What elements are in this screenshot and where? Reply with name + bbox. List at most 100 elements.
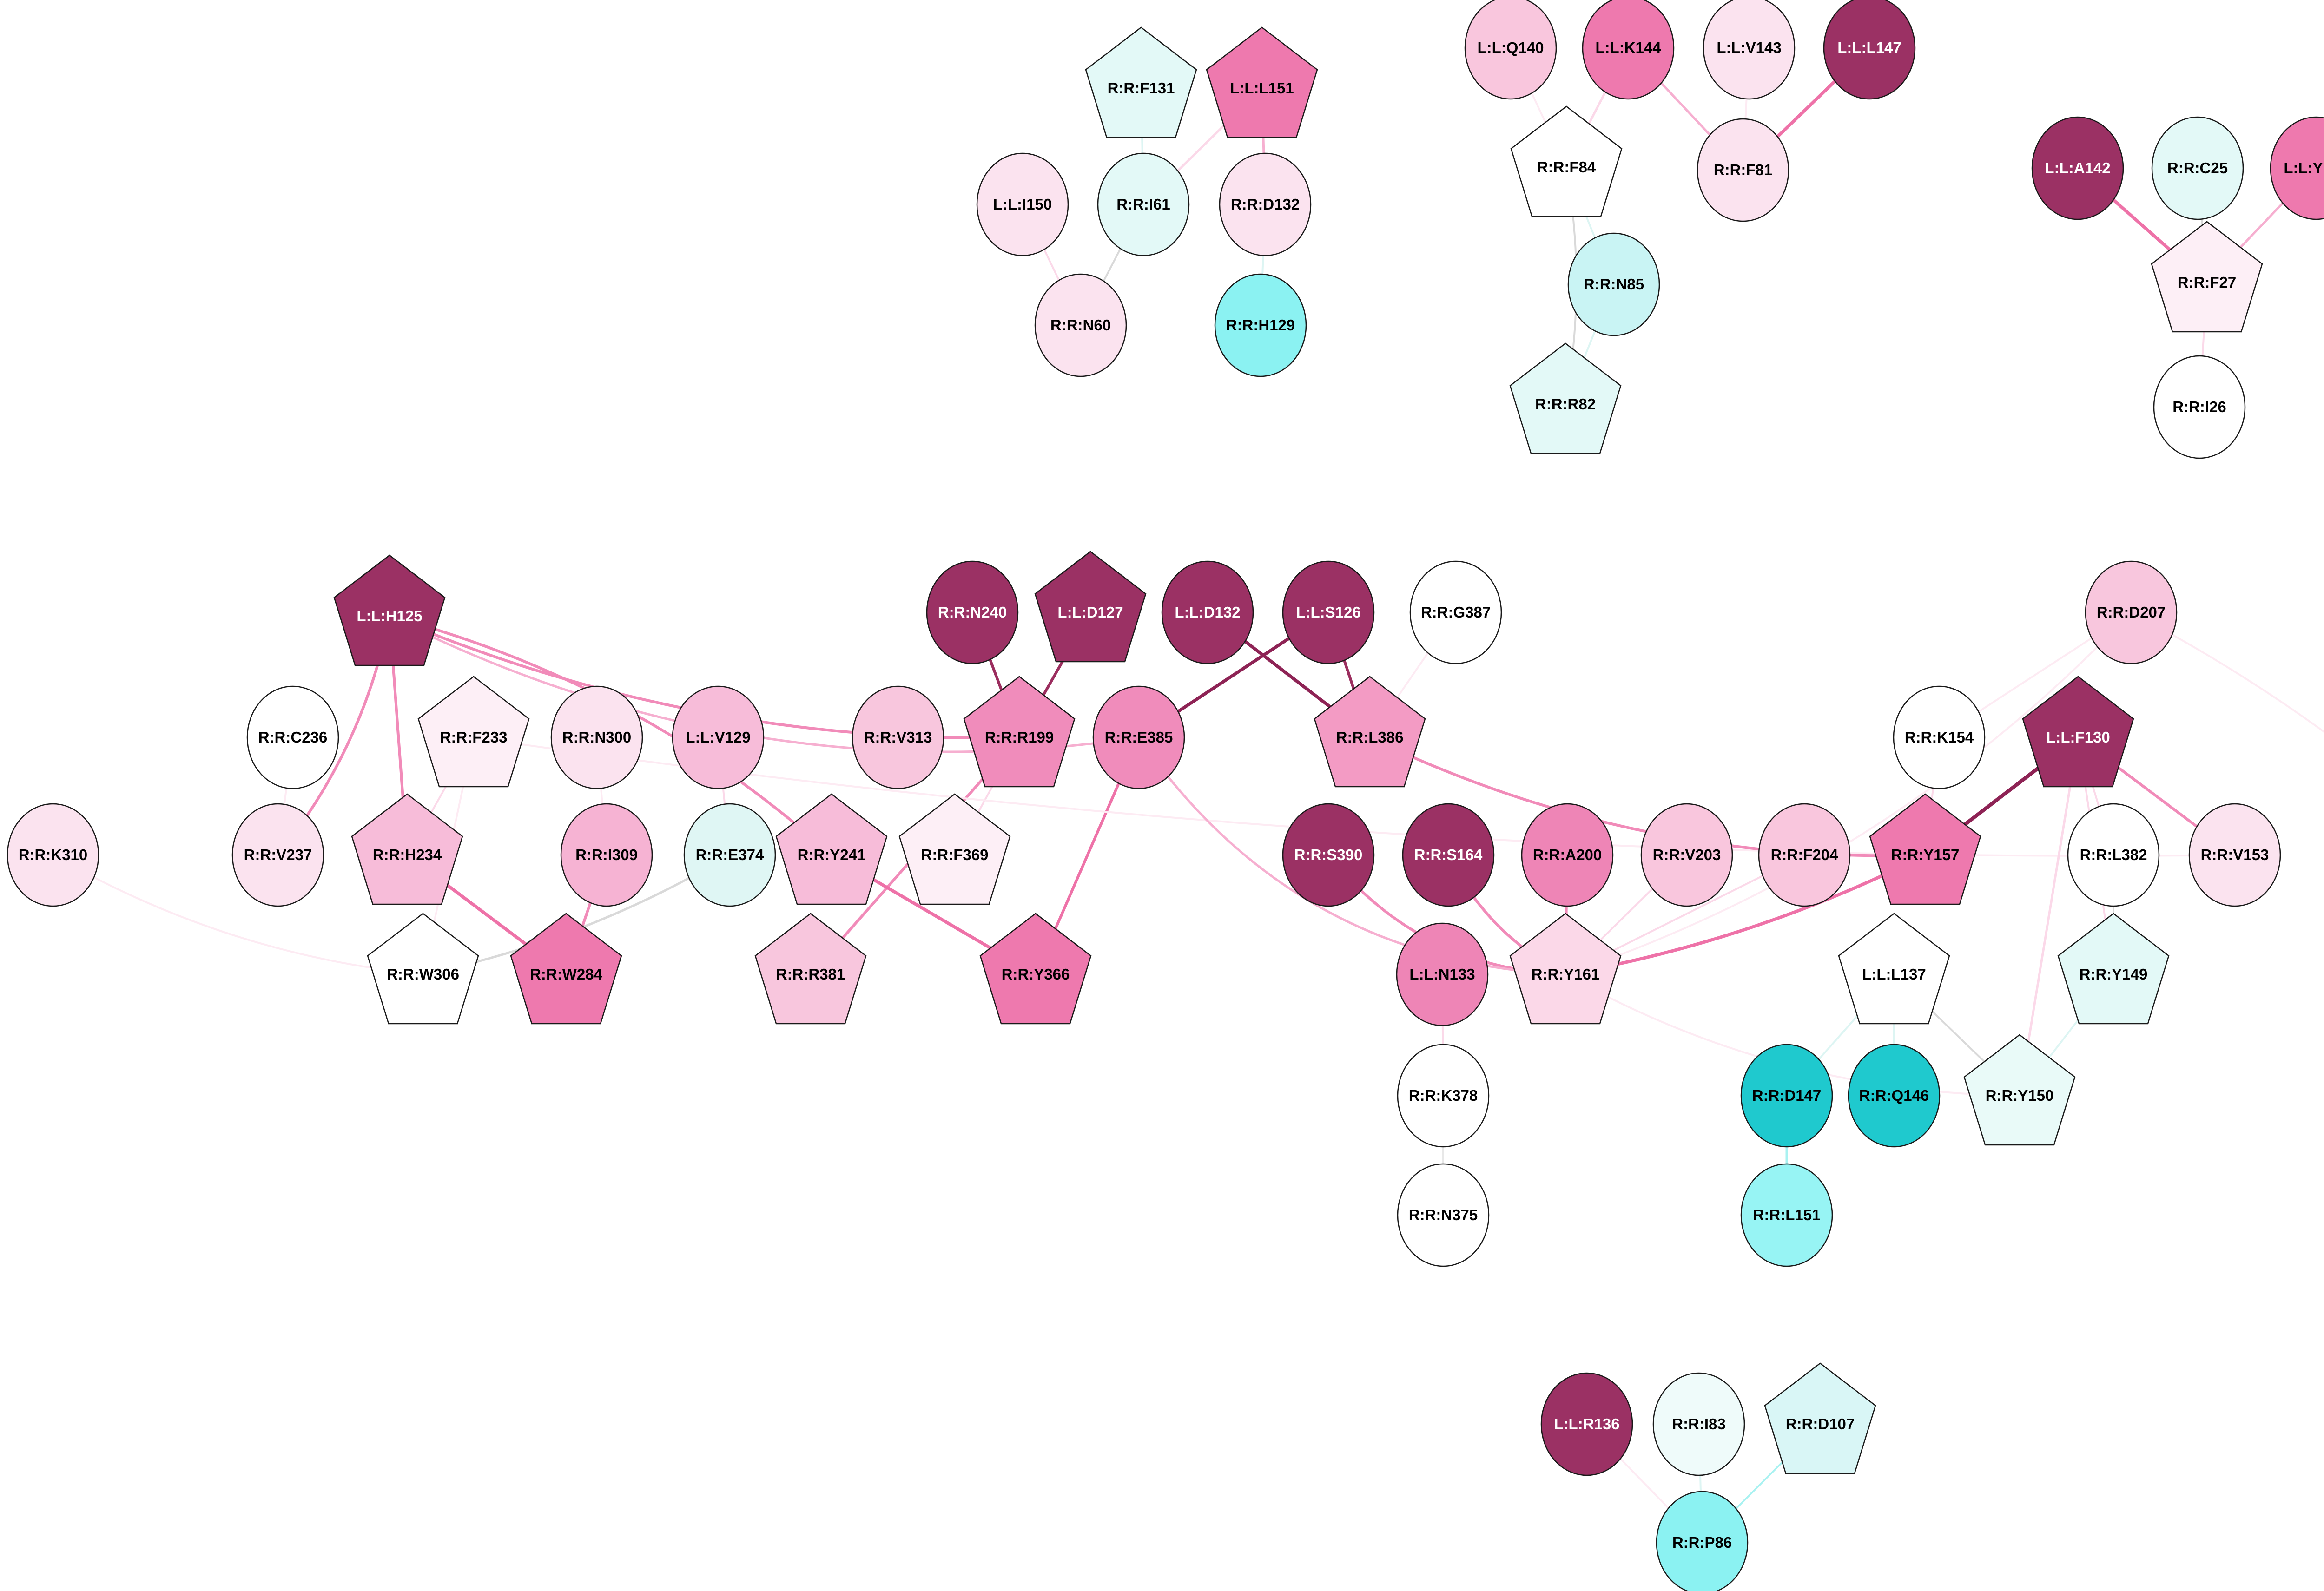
node-r-r-y149[interactable]: R:R:Y149	[2057, 913, 2170, 1025]
node-r-r-k154[interactable]: R:R:K154	[1893, 685, 1986, 789]
pentagon-node-icon	[1509, 342, 1622, 454]
pentagon-node-icon	[417, 676, 530, 788]
ellipse-node-icon	[246, 685, 339, 789]
node-l-l-i150[interactable]: L:L:I150	[976, 152, 1069, 256]
edge-r-r-d207--r-r-y161	[1565, 611, 2132, 975]
ellipse-node-icon	[1740, 1163, 1833, 1267]
node-r-r-d132[interactable]: R:R:D132	[1219, 152, 1312, 256]
node-r-r-l386[interactable]: R:R:L386	[1314, 676, 1426, 788]
node-r-r-v237[interactable]: R:R:V237	[231, 803, 324, 907]
node-r-r-i309[interactable]: R:R:I309	[560, 803, 653, 907]
node-r-r-e374[interactable]: R:R:E374	[683, 803, 776, 907]
node-l-l-v143[interactable]: L:L:V143	[1703, 0, 1796, 100]
node-r-r-n60[interactable]: R:R:N60	[1034, 273, 1127, 377]
ellipse-node-icon	[2085, 560, 2178, 664]
node-r-r-r199[interactable]: R:R:R199	[963, 676, 1076, 788]
node-l-l-s126[interactable]: L:L:S126	[1282, 560, 1375, 664]
node-r-r-y366[interactable]: R:R:Y366	[979, 913, 1092, 1025]
node-r-r-l151[interactable]: R:R:L151	[1740, 1163, 1833, 1267]
node-r-r-a200[interactable]: R:R:A200	[1521, 803, 1614, 907]
ellipse-node-icon	[1097, 152, 1190, 256]
node-r-r-d207[interactable]: R:R:D207	[2085, 560, 2178, 664]
node-r-r-q146[interactable]: R:R:Q146	[1848, 1044, 1941, 1148]
node-l-l-d132[interactable]: L:L:D132	[1161, 560, 1254, 664]
node-r-r-s164[interactable]: R:R:S164	[1402, 803, 1495, 907]
pentagon-node-icon	[351, 793, 463, 905]
node-r-r-w284[interactable]: R:R:W284	[510, 913, 622, 1025]
pentagon-node-icon	[979, 913, 1092, 1025]
ellipse-node-icon	[231, 803, 324, 907]
node-r-r-y157[interactable]: R:R:Y157	[1869, 793, 1981, 905]
node-l-l-d127[interactable]: L:L:D127	[1034, 551, 1147, 663]
ellipse-node-icon	[1740, 1044, 1833, 1148]
node-r-r-y241[interactable]: R:R:Y241	[775, 793, 888, 905]
ellipse-node-icon	[1823, 0, 1916, 100]
ellipse-node-icon	[1893, 685, 1986, 789]
node-l-l-q140[interactable]: L:L:Q140	[1464, 0, 1557, 100]
pentagon-node-icon	[754, 913, 867, 1025]
node-r-r-f81[interactable]: R:R:F81	[1697, 118, 1789, 222]
node-l-l-v129[interactable]: L:L:V129	[672, 685, 765, 789]
node-r-r-l382[interactable]: R:R:L382	[2067, 803, 2160, 907]
ellipse-node-icon	[1397, 1163, 1490, 1267]
node-r-r-c236[interactable]: R:R:C236	[246, 685, 339, 789]
pentagon-node-icon	[1869, 793, 1981, 905]
node-l-l-l151[interactable]: L:L:L151	[1206, 26, 1318, 138]
node-r-r-p86[interactable]: R:R:P86	[1656, 1491, 1749, 1591]
node-r-r-k378[interactable]: R:R:K378	[1397, 1044, 1490, 1148]
ellipse-node-icon	[683, 803, 776, 907]
node-r-r-y150[interactable]: R:R:Y150	[1963, 1034, 2076, 1146]
ellipse-node-icon	[852, 685, 944, 789]
node-r-r-n300[interactable]: R:R:N300	[550, 685, 643, 789]
node-l-l-y146[interactable]: L:L:Y146	[2270, 116, 2324, 220]
pentagon-node-icon	[1963, 1034, 2076, 1146]
node-l-l-f130[interactable]: L:L:F130	[2022, 676, 2134, 788]
node-r-r-s390[interactable]: R:R:S390	[1282, 803, 1375, 907]
pentagon-node-icon	[1764, 1362, 1876, 1474]
node-r-r-f204[interactable]: R:R:F204	[1758, 803, 1851, 907]
pentagon-node-icon	[1206, 26, 1318, 138]
node-r-r-w306[interactable]: R:R:W306	[367, 913, 479, 1025]
node-r-r-f84[interactable]: R:R:F84	[1510, 105, 1623, 217]
node-r-r-v313[interactable]: R:R:V313	[852, 685, 944, 789]
node-r-r-i26[interactable]: R:R:I26	[2153, 355, 2246, 459]
node-r-r-n85[interactable]: R:R:N85	[1567, 232, 1660, 336]
pentagon-node-icon	[1838, 913, 1950, 1025]
node-r-r-f233[interactable]: R:R:F233	[417, 676, 530, 788]
node-r-r-i61[interactable]: R:R:I61	[1097, 152, 1190, 256]
ellipse-node-icon	[1092, 685, 1185, 789]
node-r-r-f27[interactable]: R:R:F27	[2151, 221, 2263, 333]
node-r-r-d107[interactable]: R:R:D107	[1764, 1362, 1876, 1474]
node-r-r-y161[interactable]: R:R:Y161	[1509, 913, 1622, 1025]
node-r-r-f131[interactable]: R:R:F131	[1085, 26, 1197, 138]
node-l-l-l137[interactable]: L:L:L137	[1838, 913, 1950, 1025]
node-r-r-h234[interactable]: R:R:H234	[351, 793, 463, 905]
node-r-r-i83[interactable]: R:R:I83	[1652, 1372, 1745, 1476]
node-r-r-n375[interactable]: R:R:N375	[1397, 1163, 1490, 1267]
pentagon-node-icon	[2057, 913, 2170, 1025]
ellipse-node-icon	[2188, 803, 2281, 907]
ellipse-node-icon	[2151, 116, 2244, 220]
node-r-r-v153[interactable]: R:R:V153	[2188, 803, 2281, 907]
node-l-l-k144[interactable]: L:L:K144	[1582, 0, 1675, 100]
node-r-r-k310[interactable]: R:R:K310	[7, 803, 99, 907]
node-r-r-r82[interactable]: R:R:R82	[1509, 342, 1622, 454]
node-r-r-g387[interactable]: R:R:G387	[1409, 560, 1502, 664]
node-r-r-d147[interactable]: R:R:D147	[1740, 1044, 1833, 1148]
node-r-r-h129[interactable]: R:R:H129	[1214, 273, 1307, 377]
node-r-r-c25[interactable]: R:R:C25	[2151, 116, 2244, 220]
ellipse-node-icon	[560, 803, 653, 907]
node-r-r-v203[interactable]: R:R:V203	[1640, 803, 1733, 907]
node-r-r-e385[interactable]: R:R:E385	[1092, 685, 1185, 789]
node-l-l-h125[interactable]: L:L:H125	[333, 554, 446, 666]
pentagon-node-icon	[1509, 913, 1622, 1025]
node-r-r-f369[interactable]: R:R:F369	[898, 793, 1011, 905]
ellipse-node-icon	[1567, 232, 1660, 336]
node-l-l-r136[interactable]: L:L:R136	[1540, 1372, 1633, 1476]
pentagon-node-icon	[963, 676, 1076, 788]
node-l-l-n133[interactable]: L:L:N133	[1396, 922, 1489, 1026]
node-l-l-a142[interactable]: L:L:A142	[2031, 116, 2124, 220]
node-l-l-l147[interactable]: L:L:L147	[1823, 0, 1916, 100]
node-r-r-n240[interactable]: R:R:N240	[926, 560, 1019, 664]
ellipse-node-icon	[7, 803, 99, 907]
